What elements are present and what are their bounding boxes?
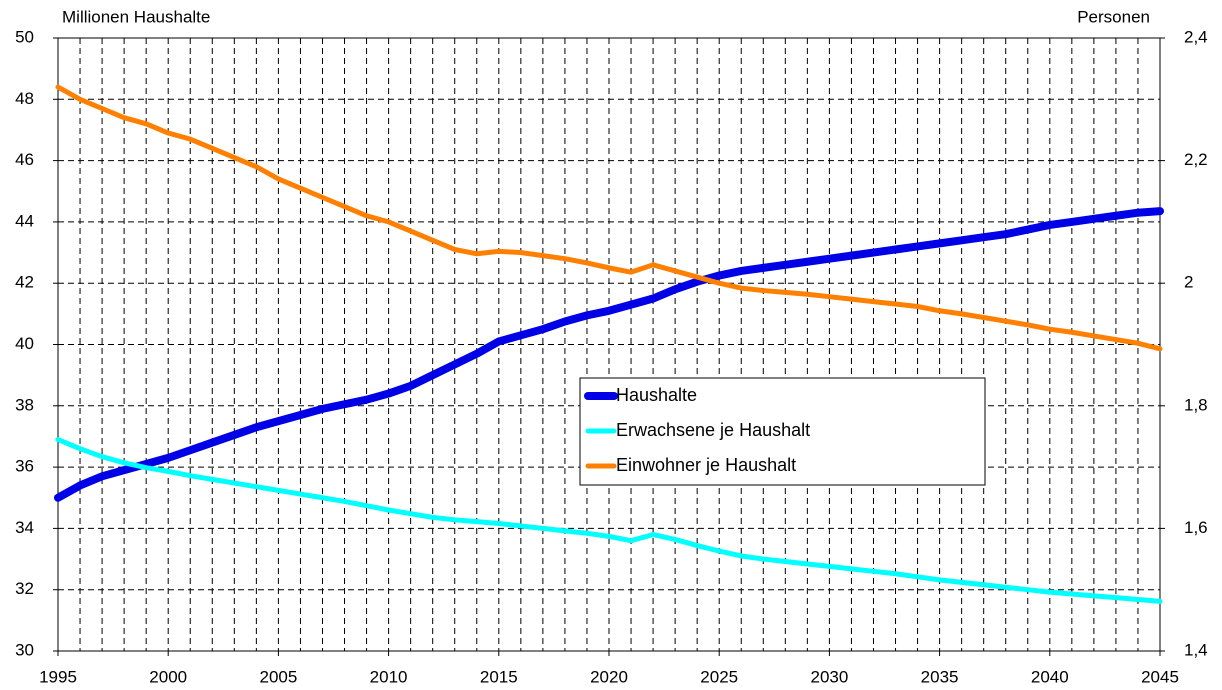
x-tick-label: 2025 xyxy=(700,667,738,686)
y-tick-label: 44 xyxy=(15,211,34,230)
x-tick-label: 2000 xyxy=(149,667,187,686)
y-tick-label: 32 xyxy=(15,579,34,598)
y2-tick-label: 1,4 xyxy=(1184,640,1208,659)
x-tick-label: 2015 xyxy=(480,667,518,686)
x-tick-label: 2030 xyxy=(810,667,848,686)
series-line xyxy=(54,207,1164,502)
y-axis-label: Millionen Haushalte xyxy=(62,7,210,26)
y-tick-label: 30 xyxy=(15,640,34,659)
x-tick-label: 2045 xyxy=(1141,667,1179,686)
y-tick-label: 48 xyxy=(15,89,34,108)
y2-tick-label: 2,2 xyxy=(1184,150,1208,169)
legend: Haushalte Erwachsene je Haushalt Einwohner… xyxy=(579,377,986,486)
y2-tick-label: 2 xyxy=(1184,273,1193,292)
y-tick-label: 42 xyxy=(15,273,34,292)
x-tick-label: 2020 xyxy=(590,667,628,686)
y-tick-label: 50 xyxy=(15,27,34,46)
y2-tick-label: 1,6 xyxy=(1184,518,1208,537)
y2-tick-label: 2,4 xyxy=(1184,27,1208,46)
legend-label: Haushalte xyxy=(616,385,697,405)
y-tick-label: 46 xyxy=(15,150,34,169)
y-tick-label: 40 xyxy=(15,334,34,353)
y-tick-label: 38 xyxy=(15,395,34,414)
series-line xyxy=(55,84,1163,352)
x-tick-label: 2035 xyxy=(921,667,959,686)
x-tick-label: 2005 xyxy=(259,667,297,686)
y-tick-label: 34 xyxy=(15,518,34,537)
series-line xyxy=(55,437,1163,604)
x-tick-label: 2040 xyxy=(1031,667,1069,686)
legend-box xyxy=(579,377,986,486)
legend-label: Erwachsene je Haushalt xyxy=(616,420,810,440)
y2-axis-label: Personen xyxy=(1077,7,1150,26)
y-tick-label: 36 xyxy=(15,457,34,476)
x-tick-label: 1995 xyxy=(39,667,77,686)
y2-tick-label: 1,8 xyxy=(1184,395,1208,414)
x-tick-label: 2010 xyxy=(370,667,408,686)
legend-label: Einwohner je Haushalt xyxy=(616,455,796,475)
